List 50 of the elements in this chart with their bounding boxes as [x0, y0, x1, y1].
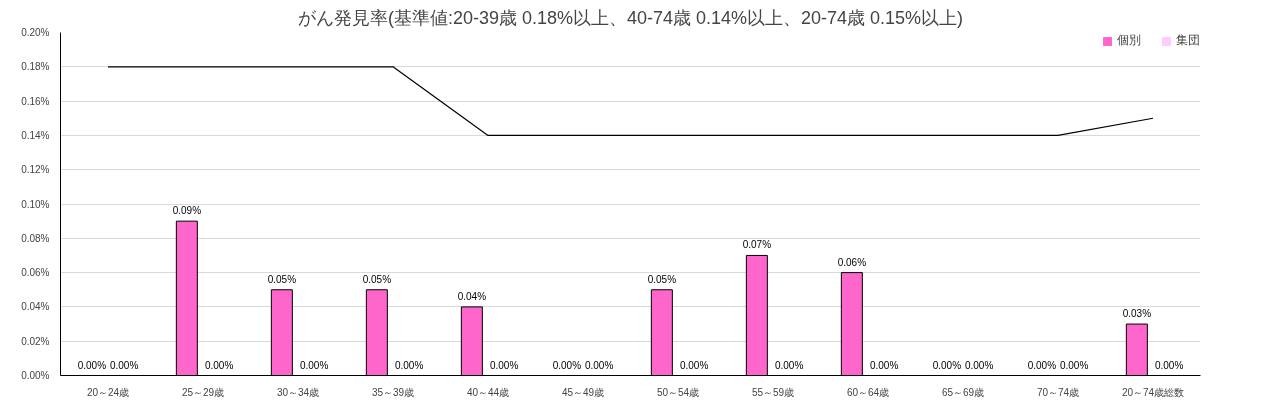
data-label: 0.00% [489, 359, 519, 371]
x-tick-label: 65～69歳 [941, 386, 985, 398]
y-tick-label: 0.04% [21, 301, 50, 313]
y-tick-label: 0.00% [21, 370, 50, 381]
legend-label: 集団 [1176, 32, 1200, 49]
y-tick-label: 0.16% [21, 95, 50, 107]
data-label: 0.06% [837, 256, 867, 268]
y-tick-label: 0.08% [21, 232, 50, 244]
x-tick-label: 45～49歳 [561, 386, 605, 398]
data-label: 0.00% [774, 359, 804, 371]
y-tick-label: 0.18% [21, 61, 50, 73]
data-label: 0.00% [1027, 359, 1057, 371]
data-label: 0.00% [1154, 359, 1184, 371]
data-label: 0.00% [679, 359, 709, 371]
y-tick-label: 0.20% [21, 27, 50, 38]
x-tick-label: 30～34歳 [276, 386, 320, 398]
data-label: 0.03% [1122, 308, 1152, 320]
y-tick-label: 0.06% [21, 267, 50, 279]
x-tick-label: 60～64歳 [846, 386, 890, 398]
x-tick-label: 35～39歳 [371, 386, 415, 398]
data-label: 0.00% [932, 359, 962, 371]
x-tick-label: 55～59歳 [751, 386, 795, 398]
data-label: 0.00% [1059, 359, 1089, 371]
legend-label: 個別 [1117, 32, 1141, 49]
x-tick-label: 20～24歳 [86, 386, 130, 398]
data-label: 0.00% [109, 359, 139, 371]
data-label: 0.07% [742, 239, 772, 251]
data-label: 0.00% [77, 359, 107, 371]
data-label: 0.00% [299, 359, 329, 371]
x-tick-label: 70～74歳 [1036, 386, 1080, 398]
data-label: 0.04% [457, 290, 487, 302]
x-tick-label: 50～54歳 [656, 386, 700, 398]
data-label: 0.09% [172, 205, 202, 217]
x-tick-label: 25～29歳 [181, 386, 225, 398]
data-label: 0.05% [362, 273, 392, 285]
data-label: 0.00% [204, 359, 234, 371]
data-label: 0.00% [964, 359, 994, 371]
data-label: 0.00% [584, 359, 614, 371]
y-tick-label: 0.10% [21, 198, 50, 210]
chart-title: がん発見率(基準値:20-39歳 0.18%以上、40-74歳 0.14%以上、20-74歳 0.15%以上) [297, 7, 964, 28]
data-label: 0.05% [647, 273, 677, 285]
data-label: 0.00% [394, 359, 424, 371]
data-label: 0.00% [869, 359, 899, 371]
y-tick-label: 0.14% [21, 129, 50, 141]
data-label: 0.00% [552, 359, 582, 371]
y-tick-label: 0.12% [21, 164, 50, 176]
x-tick-label: 20～74歳総数 [1121, 386, 1185, 398]
data-label: 0.05% [267, 273, 297, 285]
y-tick-label: 0.02% [21, 335, 50, 347]
x-tick-label: 40～44歳 [466, 386, 510, 398]
